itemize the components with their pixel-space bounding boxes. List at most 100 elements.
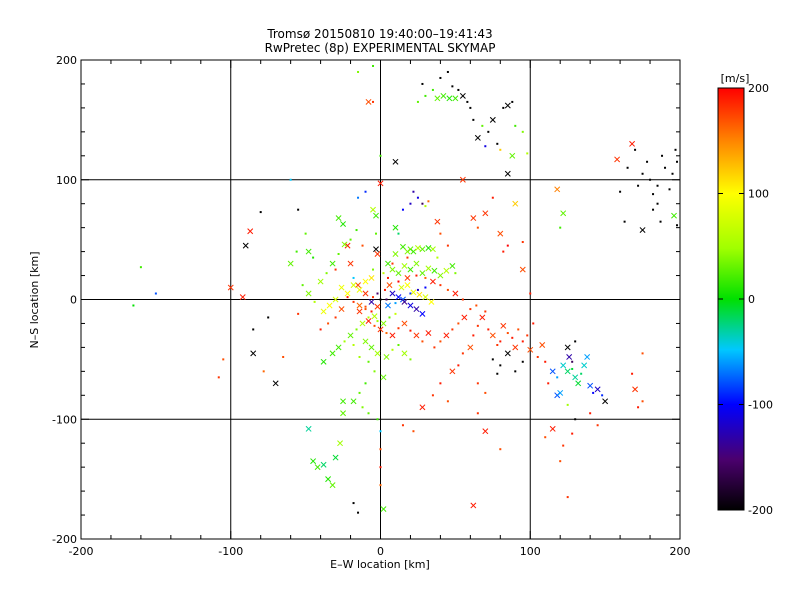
data-point-dot [547, 382, 550, 385]
data-point-x [344, 290, 351, 297]
data-point-dot [364, 308, 367, 311]
data-point-dot [372, 64, 375, 67]
data-point-x [602, 398, 609, 405]
data-point-x [407, 302, 414, 309]
data-point-x [332, 454, 339, 461]
data-point-dot [409, 292, 412, 295]
data-point-dot [259, 211, 262, 214]
data-point-x [437, 272, 444, 279]
data-point-x [368, 274, 375, 281]
data-point-dot [566, 496, 569, 499]
data-point-dot [282, 355, 285, 358]
data-point-dot [601, 394, 604, 397]
data-point-x [449, 368, 456, 375]
data-point-x [470, 502, 477, 509]
data-point-dot [475, 304, 478, 307]
y-tick-label: 0 [70, 294, 77, 307]
data-point-x [395, 294, 402, 301]
data-point-x [305, 290, 312, 297]
data-point-dot [446, 70, 449, 73]
data-point-x [419, 246, 426, 253]
data-point-x [386, 282, 393, 289]
data-point-dot [521, 130, 524, 133]
data-point-x [422, 294, 429, 301]
data-point-dot [676, 224, 679, 227]
data-point-x [377, 326, 384, 333]
data-point-dot [484, 145, 487, 148]
data-point-x [320, 358, 327, 365]
data-point-dot [469, 308, 472, 311]
data-point-dot [499, 364, 502, 367]
data-point-x [419, 404, 426, 411]
data-point-x [250, 350, 257, 357]
data-point-dot [132, 304, 135, 307]
data-point-dot [424, 276, 427, 279]
data-point-dot [634, 148, 637, 151]
data-point-dot [476, 324, 479, 327]
data-point-dot [451, 328, 454, 331]
data-point-dot [401, 208, 404, 211]
data-point-x [362, 338, 369, 345]
data-point-x [370, 206, 376, 213]
data-point-dot [252, 328, 255, 331]
data-point-dot [439, 382, 442, 385]
data-point-dot [499, 448, 502, 451]
data-point-dot [446, 288, 449, 291]
data-point-dot [532, 322, 535, 325]
data-point-dot [297, 208, 300, 211]
data-point-dot [406, 256, 409, 259]
data-point-dot [391, 262, 394, 265]
data-point-dot [304, 232, 307, 235]
data-point-x [449, 263, 456, 269]
data-point-x [431, 267, 438, 274]
data-point-x [671, 212, 677, 219]
data-point-dot [436, 256, 439, 259]
data-point-x [340, 398, 347, 405]
data-point-x [459, 176, 466, 183]
data-point-x [401, 320, 408, 327]
data-point-x [362, 278, 369, 285]
data-point-dot [382, 272, 385, 275]
data-point-dot [529, 292, 532, 295]
data-point-dot [641, 172, 644, 175]
data-point-dot [343, 340, 346, 343]
data-point-x [452, 95, 459, 102]
data-point-x [380, 374, 387, 381]
data-point-x [489, 116, 496, 123]
data-point-dot [409, 329, 412, 332]
y-tick-label: -100 [52, 413, 77, 426]
data-point-dot [416, 100, 419, 103]
data-point-x [413, 332, 420, 339]
data-point-dot [427, 200, 430, 203]
data-point-dot [376, 292, 379, 295]
data-point-dot [661, 154, 664, 157]
data-point-dot [364, 382, 367, 385]
data-point-dot [484, 391, 487, 394]
chart-subtitle: RwPretec (8p) EXPERIMENTAL SKYMAP [264, 41, 496, 55]
data-point-dot [154, 292, 157, 295]
data-point-dot [401, 424, 404, 427]
data-point-x [425, 330, 432, 336]
data-point-dot [379, 298, 382, 301]
data-point-dot [394, 302, 397, 305]
data-point-dot [472, 334, 475, 337]
data-point-dot [379, 430, 382, 433]
grid-lines [81, 60, 680, 539]
data-point-x [356, 286, 363, 293]
data-point-x [355, 282, 361, 289]
data-point-dot [446, 244, 449, 247]
data-point-x [443, 267, 450, 274]
data-point-x [584, 354, 591, 360]
data-point-dot [394, 312, 397, 315]
data-point-dot [367, 360, 370, 363]
data-point-x [632, 386, 639, 393]
data-point-dot [502, 250, 505, 253]
data-point-dot [385, 332, 388, 335]
data-point-x [467, 344, 474, 351]
data-point-x [429, 246, 436, 253]
data-point-dot [357, 196, 360, 199]
data-point-x [332, 296, 339, 303]
data-point-dot [439, 340, 442, 343]
data-point-dot [421, 82, 424, 85]
data-point-dot [372, 296, 375, 299]
